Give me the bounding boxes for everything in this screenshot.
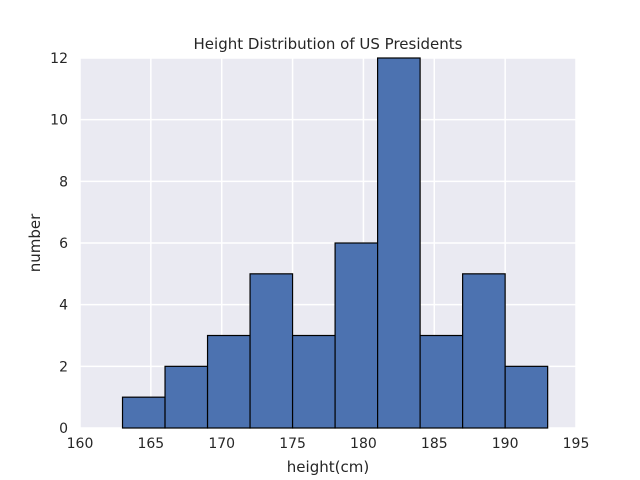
x-tick-label: 160 (67, 436, 94, 452)
y-axis-label: number (26, 213, 44, 272)
y-tick-label: 2 (59, 359, 68, 375)
x-tick-label: 175 (279, 436, 306, 452)
x-tick-label: 180 (350, 436, 377, 452)
x-tick-label: 165 (137, 436, 164, 452)
bars (121, 57, 549, 429)
x-tick-label: 190 (492, 436, 519, 452)
x-axis-label: height(cm) (287, 458, 369, 476)
y-tick-label: 10 (50, 113, 68, 129)
x-axis-ticks: 160 165 170 175 180 185 190 195 (67, 436, 590, 452)
histogram-bar (334, 242, 379, 429)
x-tick-label: 195 (563, 436, 590, 452)
x-tick-label: 170 (208, 436, 235, 452)
y-tick-label: 4 (59, 298, 68, 314)
y-tick-label: 0 (59, 421, 68, 437)
histogram-bar (419, 334, 464, 429)
x-tick-label: 185 (421, 436, 448, 452)
y-tick-label: 6 (59, 236, 68, 252)
histogram-bar (121, 396, 166, 429)
histogram-bar (206, 334, 251, 429)
histogram-bar (504, 365, 549, 429)
histogram-bar (377, 57, 421, 429)
histogram-bar (164, 365, 209, 429)
y-axis-ticks: 0 2 4 6 8 10 12 (50, 51, 68, 437)
y-tick-label: 12 (50, 51, 68, 67)
histogram-bar (462, 273, 506, 429)
histogram-bar (291, 334, 336, 429)
y-tick-label: 8 (59, 174, 68, 190)
histogram-bar (249, 273, 294, 429)
chart-title: Height Distribution of US Presidents (194, 35, 463, 53)
